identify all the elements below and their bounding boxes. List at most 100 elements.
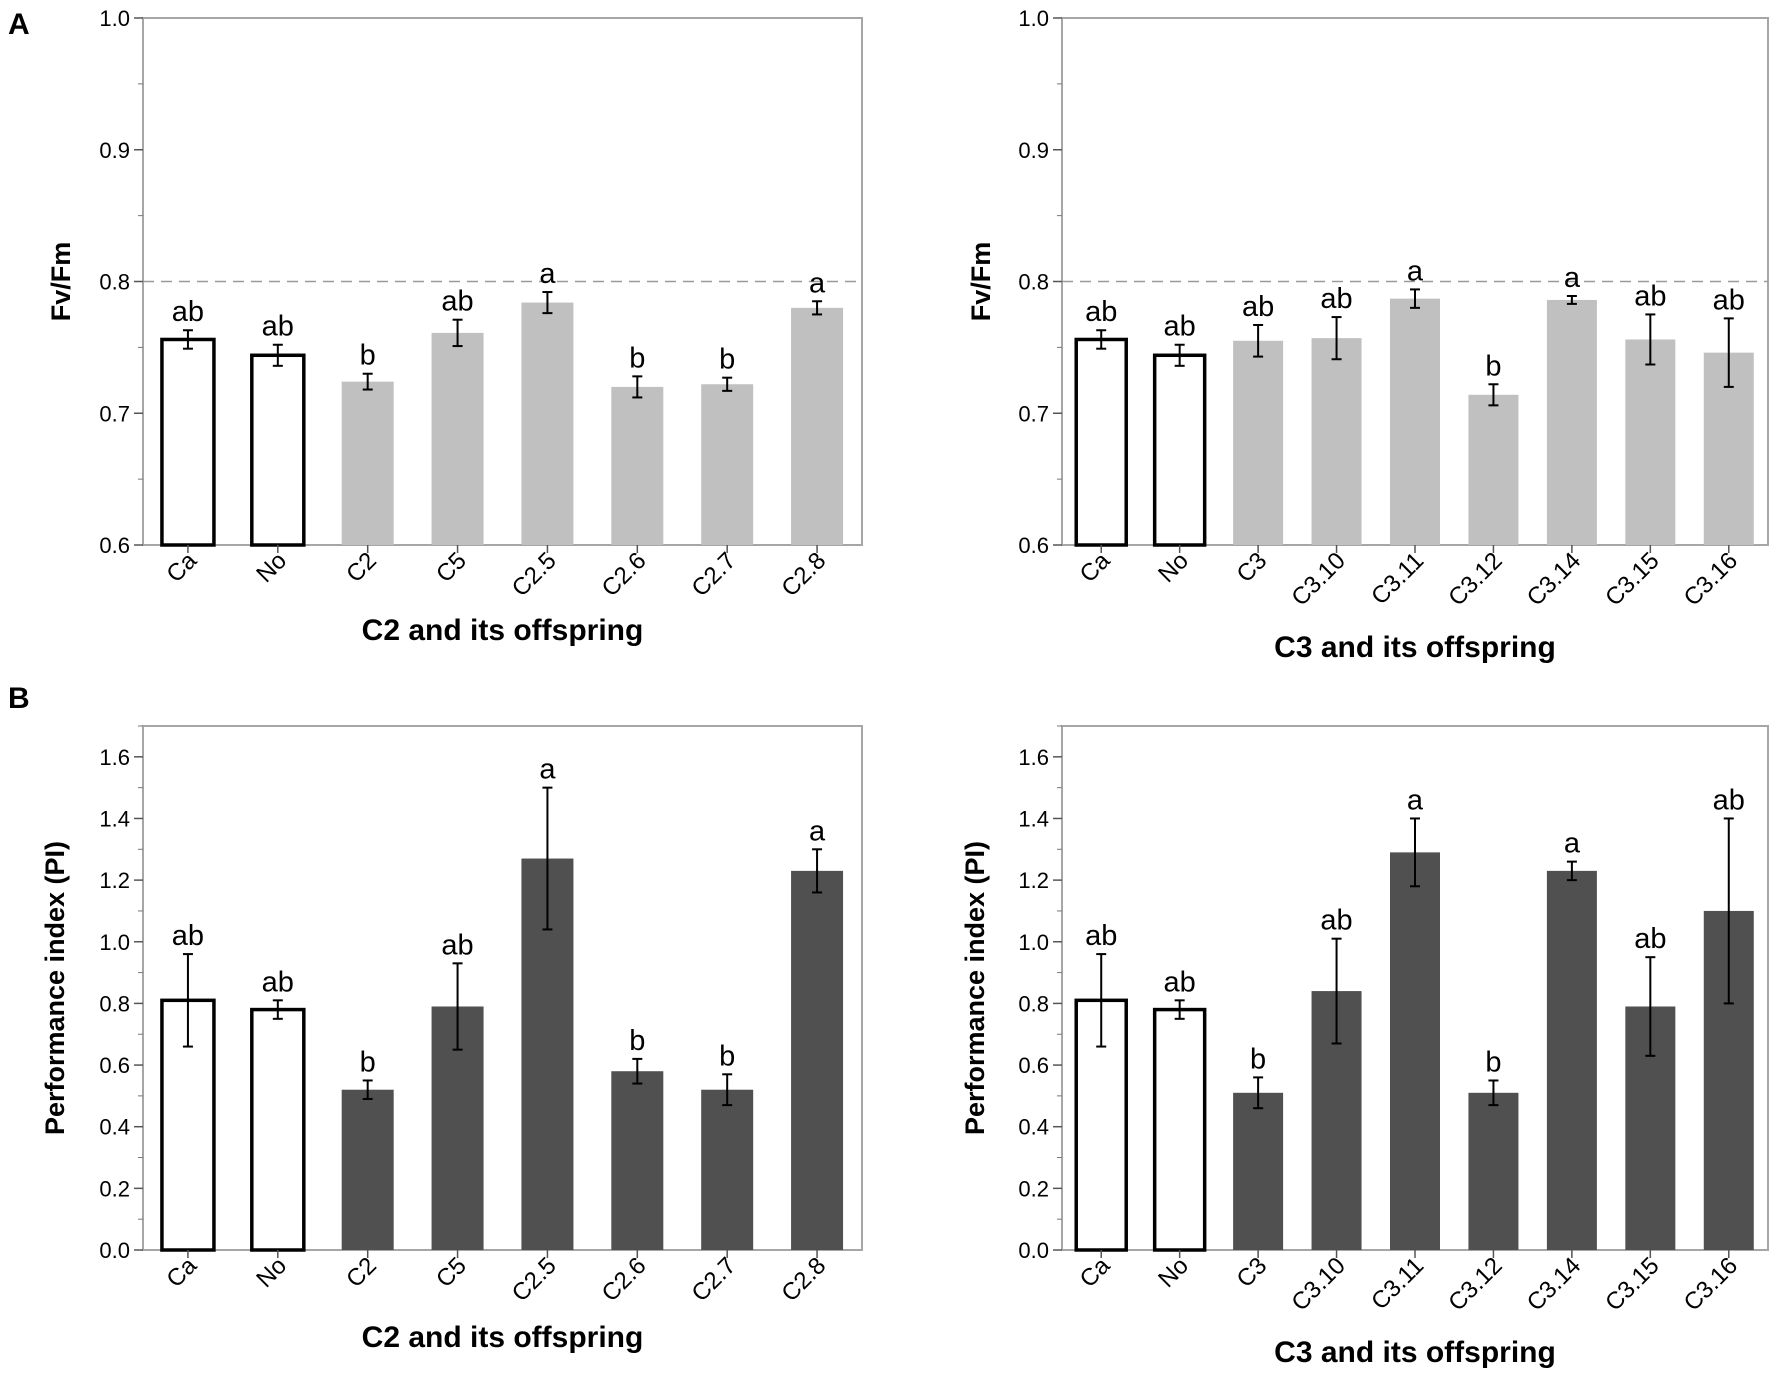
significance-label: a [809,267,826,299]
bar [521,302,574,545]
significance-label: ab [1713,784,1745,816]
significance-label: ab [1164,966,1196,998]
y-axis-label: Fv/Fm [966,242,996,322]
y-tick-label: 0.7 [1018,401,1049,426]
y-tick-label: 1.4 [99,806,130,831]
significance-label: b [360,1046,376,1078]
chart-b-left: 0.00.20.40.60.81.01.21.41.6abCaabNobC2ab… [40,725,863,1354]
bar [431,332,484,545]
significance-label: a [1407,784,1424,816]
bar [791,870,844,1250]
category-label: C2 [341,1252,382,1293]
significance-label: b [1250,1043,1266,1075]
bar [1233,340,1284,545]
category-label: No [251,1252,292,1293]
category-label: C2.7 [686,547,741,602]
category-label: C2.6 [597,547,652,602]
significance-label: a [1564,828,1581,860]
y-tick-label: 1.4 [1018,806,1049,831]
category-label: C3.12 [1443,1252,1507,1316]
bar-control [1152,1007,1207,1252]
panel-label-a: A [8,8,30,41]
significance-label: b [629,1025,645,1057]
bar [701,1089,754,1250]
significance-label: ab [441,286,473,318]
y-tick-label: 1.2 [99,868,130,893]
y-tick-label: 0.7 [99,401,130,426]
category-label: No [251,547,292,588]
y-tick-label: 1.0 [1018,6,1049,31]
category-label: C2.8 [776,547,831,602]
y-tick-label: 1.2 [1018,868,1049,893]
category-label: C5 [431,1252,472,1293]
category-label: No [1153,1252,1194,1293]
y-tick-label: 1.0 [99,930,130,955]
category-label: C3.14 [1522,1252,1586,1316]
category-label: C3 [1232,547,1273,588]
y-tick-label: 1.0 [99,6,130,31]
category-label: C3.14 [1522,547,1586,611]
significance-label: ab [172,296,204,328]
y-tick-label: 0.2 [1018,1176,1049,1201]
bar [1311,338,1362,545]
chart-a-left: 0.60.70.80.91.0abCaabNobC2abC5aC2.5bC2.6… [46,6,863,647]
bar [341,1089,394,1250]
category-label: Ca [1075,1252,1116,1293]
category-label: No [1153,547,1194,588]
y-tick-label: 0.8 [99,991,130,1016]
significance-label: ab [1634,280,1666,312]
significance-label: ab [172,920,204,952]
y-tick-label: 0.8 [1018,991,1049,1016]
significance-label: b [1485,1046,1501,1078]
bar [611,1071,664,1250]
bar [1468,1092,1519,1250]
category-label: C3.16 [1679,547,1743,611]
bar [1233,1092,1284,1250]
y-tick-label: 0.8 [99,270,130,295]
y-axis-label: Performance index (PI) [40,841,70,1135]
y-tick-label: 1.6 [99,745,130,770]
category-label: C2.8 [776,1252,831,1307]
bar [1625,339,1676,545]
bar [701,384,754,545]
x-axis-label: C2 and its offspring [362,1321,644,1354]
bar [1546,299,1597,545]
significance-label: ab [1164,311,1196,343]
y-tick-label: 0.0 [99,1238,130,1263]
bar [341,381,394,545]
significance-label: b [629,342,645,374]
bar-control [160,337,216,547]
significance-label: b [719,344,735,376]
category-label: C2.7 [686,1252,741,1307]
significance-label: ab [441,929,473,961]
y-axis-label: Performance index (PI) [960,841,990,1135]
significance-label: a [539,754,556,786]
x-axis-label: C3 and its offspring [1274,631,1556,664]
category-label: C2.5 [507,547,562,602]
y-tick-label: 0.6 [1018,1053,1049,1078]
bar [1468,394,1519,545]
category-label: C3 [1232,1252,1273,1293]
panel-label-b: B [8,682,30,715]
significance-label: ab [1085,296,1117,328]
bar [1390,298,1440,545]
bar-control [1074,337,1128,547]
bar-control [250,1007,306,1252]
significance-label: a [1407,255,1424,287]
y-tick-label: 0.4 [1018,1115,1049,1140]
significance-label: a [1564,262,1581,294]
y-tick-label: 0.6 [99,1053,130,1078]
significance-label: ab [1242,291,1274,323]
y-tick-label: 0.2 [99,1176,130,1201]
bar-control [1152,353,1207,547]
category-label: C3.10 [1286,1252,1350,1316]
category-label: Ca [1075,547,1116,588]
category-label: Ca [161,547,202,588]
significance-label: ab [1320,905,1352,937]
y-tick-label: 1.6 [1018,745,1049,770]
category-label: C3.10 [1286,547,1350,611]
plot-frame [142,725,863,1251]
bar [1546,870,1597,1250]
x-axis-label: C2 and its offspring [362,614,644,647]
bar [791,307,844,545]
